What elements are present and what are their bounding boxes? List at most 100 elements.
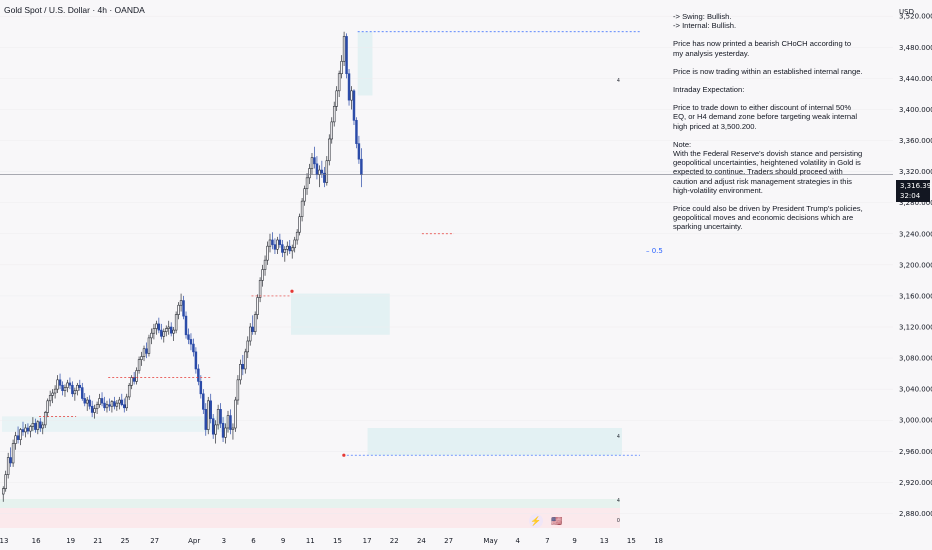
volume-strip-red: [0, 508, 620, 528]
us-flag-event-icon[interactable]: 🇺🇸: [550, 514, 564, 528]
candle-body: [313, 157, 316, 165]
y-tick-label: 2,880.000: [899, 510, 932, 518]
candle-body: [4, 474, 7, 489]
candle-body: [253, 314, 257, 332]
x-tick-label: May: [483, 537, 497, 545]
candle-body: [39, 421, 42, 429]
supply-zone: [357, 31, 373, 96]
y-tick-label: 3,440.000: [899, 75, 932, 83]
y-tick-label: 3,360.000: [899, 137, 932, 145]
candle-body: [318, 169, 321, 176]
candle-body: [41, 424, 44, 429]
candle-body: [68, 382, 72, 386]
candle-body: [147, 337, 151, 354]
candle-body: [145, 348, 148, 354]
candle-body: [211, 418, 215, 435]
candle-body: [360, 158, 363, 176]
candle-body: [29, 426, 32, 432]
candle-body: [142, 348, 146, 357]
candle-body: [78, 384, 82, 388]
candle-body: [239, 363, 242, 381]
candle-body: [194, 351, 198, 370]
candle-body: [268, 239, 272, 247]
candle-body: [123, 404, 126, 409]
x-tick-label: Apr: [188, 537, 200, 545]
candle-body: [207, 400, 210, 430]
candle-body: [31, 423, 35, 427]
candle-body: [184, 315, 188, 336]
y-tick-label: 3,000.000: [899, 417, 932, 425]
x-tick-label: 3: [222, 537, 226, 545]
candle-body: [221, 423, 225, 438]
volume-label-a: 4: [617, 498, 620, 504]
candle-body: [120, 399, 124, 405]
candle-body: [132, 377, 136, 382]
candle-body: [305, 177, 309, 190]
candle-body: [169, 326, 173, 334]
candle-body: [251, 326, 254, 332]
candle-body: [258, 280, 262, 298]
bar-countdown: 32:04: [900, 192, 921, 200]
candle-body: [113, 401, 116, 407]
candle-body: [179, 300, 183, 306]
x-tick-label: 13: [600, 537, 609, 545]
candle-body: [110, 401, 114, 407]
volume-strip-green: [0, 499, 620, 508]
x-tick-label: 9: [572, 537, 576, 545]
candle-body: [216, 409, 220, 426]
candle-body: [118, 399, 121, 404]
candle-body: [16, 435, 20, 440]
candle-body: [192, 343, 195, 353]
note-trump: Price could also be driven by President …: [673, 204, 863, 232]
candle-body: [152, 328, 156, 334]
candle-body: [135, 370, 138, 382]
candle-body: [345, 36, 348, 75]
x-tick-label: 22: [390, 537, 399, 545]
candle-body: [357, 143, 361, 160]
y-tick-label: 3,400.000: [899, 106, 932, 114]
symbol-title[interactable]: Gold Spot / U.S. Dollar · 4h · OANDA: [4, 5, 145, 15]
candle-body: [46, 400, 49, 413]
y-tick-label: 3,520.000: [899, 13, 932, 21]
candle-body: [63, 387, 67, 392]
candle-body: [90, 405, 94, 413]
candle-body: [310, 157, 314, 169]
x-tick-label: 24: [417, 537, 426, 545]
candle-body: [61, 384, 64, 392]
y-tick-label: 2,960.000: [899, 448, 932, 456]
candle-body: [34, 423, 37, 430]
candle-body: [347, 73, 351, 101]
candle-body: [160, 329, 163, 337]
candle-body: [199, 381, 203, 395]
candle-body: [56, 379, 59, 390]
candle-body: [286, 245, 289, 250]
candle-body: [6, 457, 10, 475]
candle-body: [36, 421, 40, 430]
candle-body: [48, 395, 52, 402]
candle-body: [108, 404, 111, 407]
lightning-event-icon[interactable]: ⚡: [529, 514, 543, 528]
candle-body: [187, 334, 190, 340]
candle-body: [150, 332, 153, 339]
candle-body: [300, 200, 304, 217]
candle-body: [325, 160, 329, 183]
candle-body: [281, 244, 284, 253]
candle-body: [244, 351, 247, 370]
fib-level-label: – 0.5: [646, 247, 663, 255]
candle-body: [115, 402, 119, 407]
note-choch: Price has now printed a bearish CHoCH ac…: [673, 39, 852, 58]
x-tick-label: 21: [93, 537, 102, 545]
candle-body: [19, 429, 22, 440]
currency-label[interactable]: USD: [899, 8, 914, 16]
candle-body: [249, 326, 252, 342]
x-tick-label: 11: [306, 537, 315, 545]
candle-body: [202, 393, 205, 410]
candle-body: [1, 488, 5, 495]
candle-body: [288, 245, 291, 252]
candle-body: [330, 121, 333, 140]
candle-body: [76, 384, 79, 392]
swing-high-marker: [290, 289, 294, 293]
candle-body: [172, 329, 175, 334]
note-swing: -> Swing: Bullish. -> Internal: Bullish.: [673, 12, 737, 31]
